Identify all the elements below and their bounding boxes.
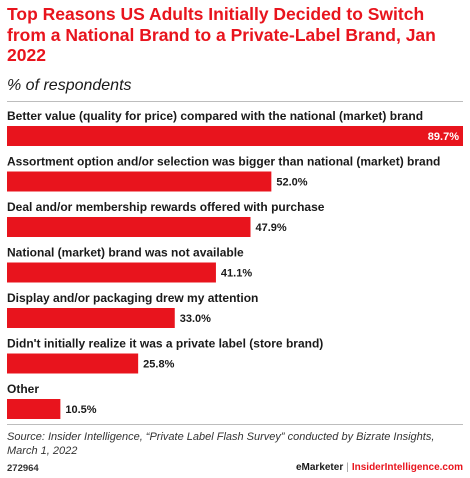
source-note: Source: Insider Intelligence, “Private L…: [7, 431, 435, 457]
category-label: Didn't initially realize it was a privat…: [7, 337, 323, 351]
value-label: 89.7%: [428, 131, 459, 143]
value-label: 10.5%: [65, 404, 96, 416]
bar: [7, 171, 272, 192]
brand-emarketer: eMarketer: [295, 462, 344, 473]
bar: [7, 217, 251, 237]
value-label: 52.0%: [276, 177, 307, 189]
value-label: 41.1%: [221, 268, 252, 280]
category-label: Assortment option and/or selection was b…: [7, 155, 440, 169]
chart-title: Top Reasons US Adults Initially Decided …: [7, 4, 436, 65]
bar: [7, 308, 175, 328]
bar: [7, 399, 61, 419]
bar: [7, 126, 463, 146]
top-divider: [7, 101, 463, 102]
category-label: Deal and/or membership rewards offered w…: [7, 200, 325, 214]
category-label: Other: [7, 382, 39, 396]
category-label: Display and/or packaging drew my attenti…: [7, 291, 258, 305]
category-label: Better value (quality for price) compare…: [7, 109, 423, 123]
bar-chart: Better value (quality for price) compare…: [7, 109, 463, 419]
bottom-divider: [7, 424, 463, 425]
chart-id: 272964: [7, 463, 39, 474]
bar: [7, 262, 216, 283]
brand-credit: eMarketer | InsiderIntelligence.com: [296, 462, 463, 473]
brand-site: InsiderIntelligence.com: [351, 462, 463, 473]
value-label: 25.8%: [143, 359, 174, 371]
value-label: 33.0%: [180, 313, 211, 325]
bar: [7, 353, 139, 374]
value-label: 47.9%: [256, 222, 287, 234]
category-label: National (market) brand was not availabl…: [7, 246, 244, 260]
brand-separator: |: [346, 462, 349, 473]
chart-subtitle: % of respondents: [7, 77, 132, 94]
